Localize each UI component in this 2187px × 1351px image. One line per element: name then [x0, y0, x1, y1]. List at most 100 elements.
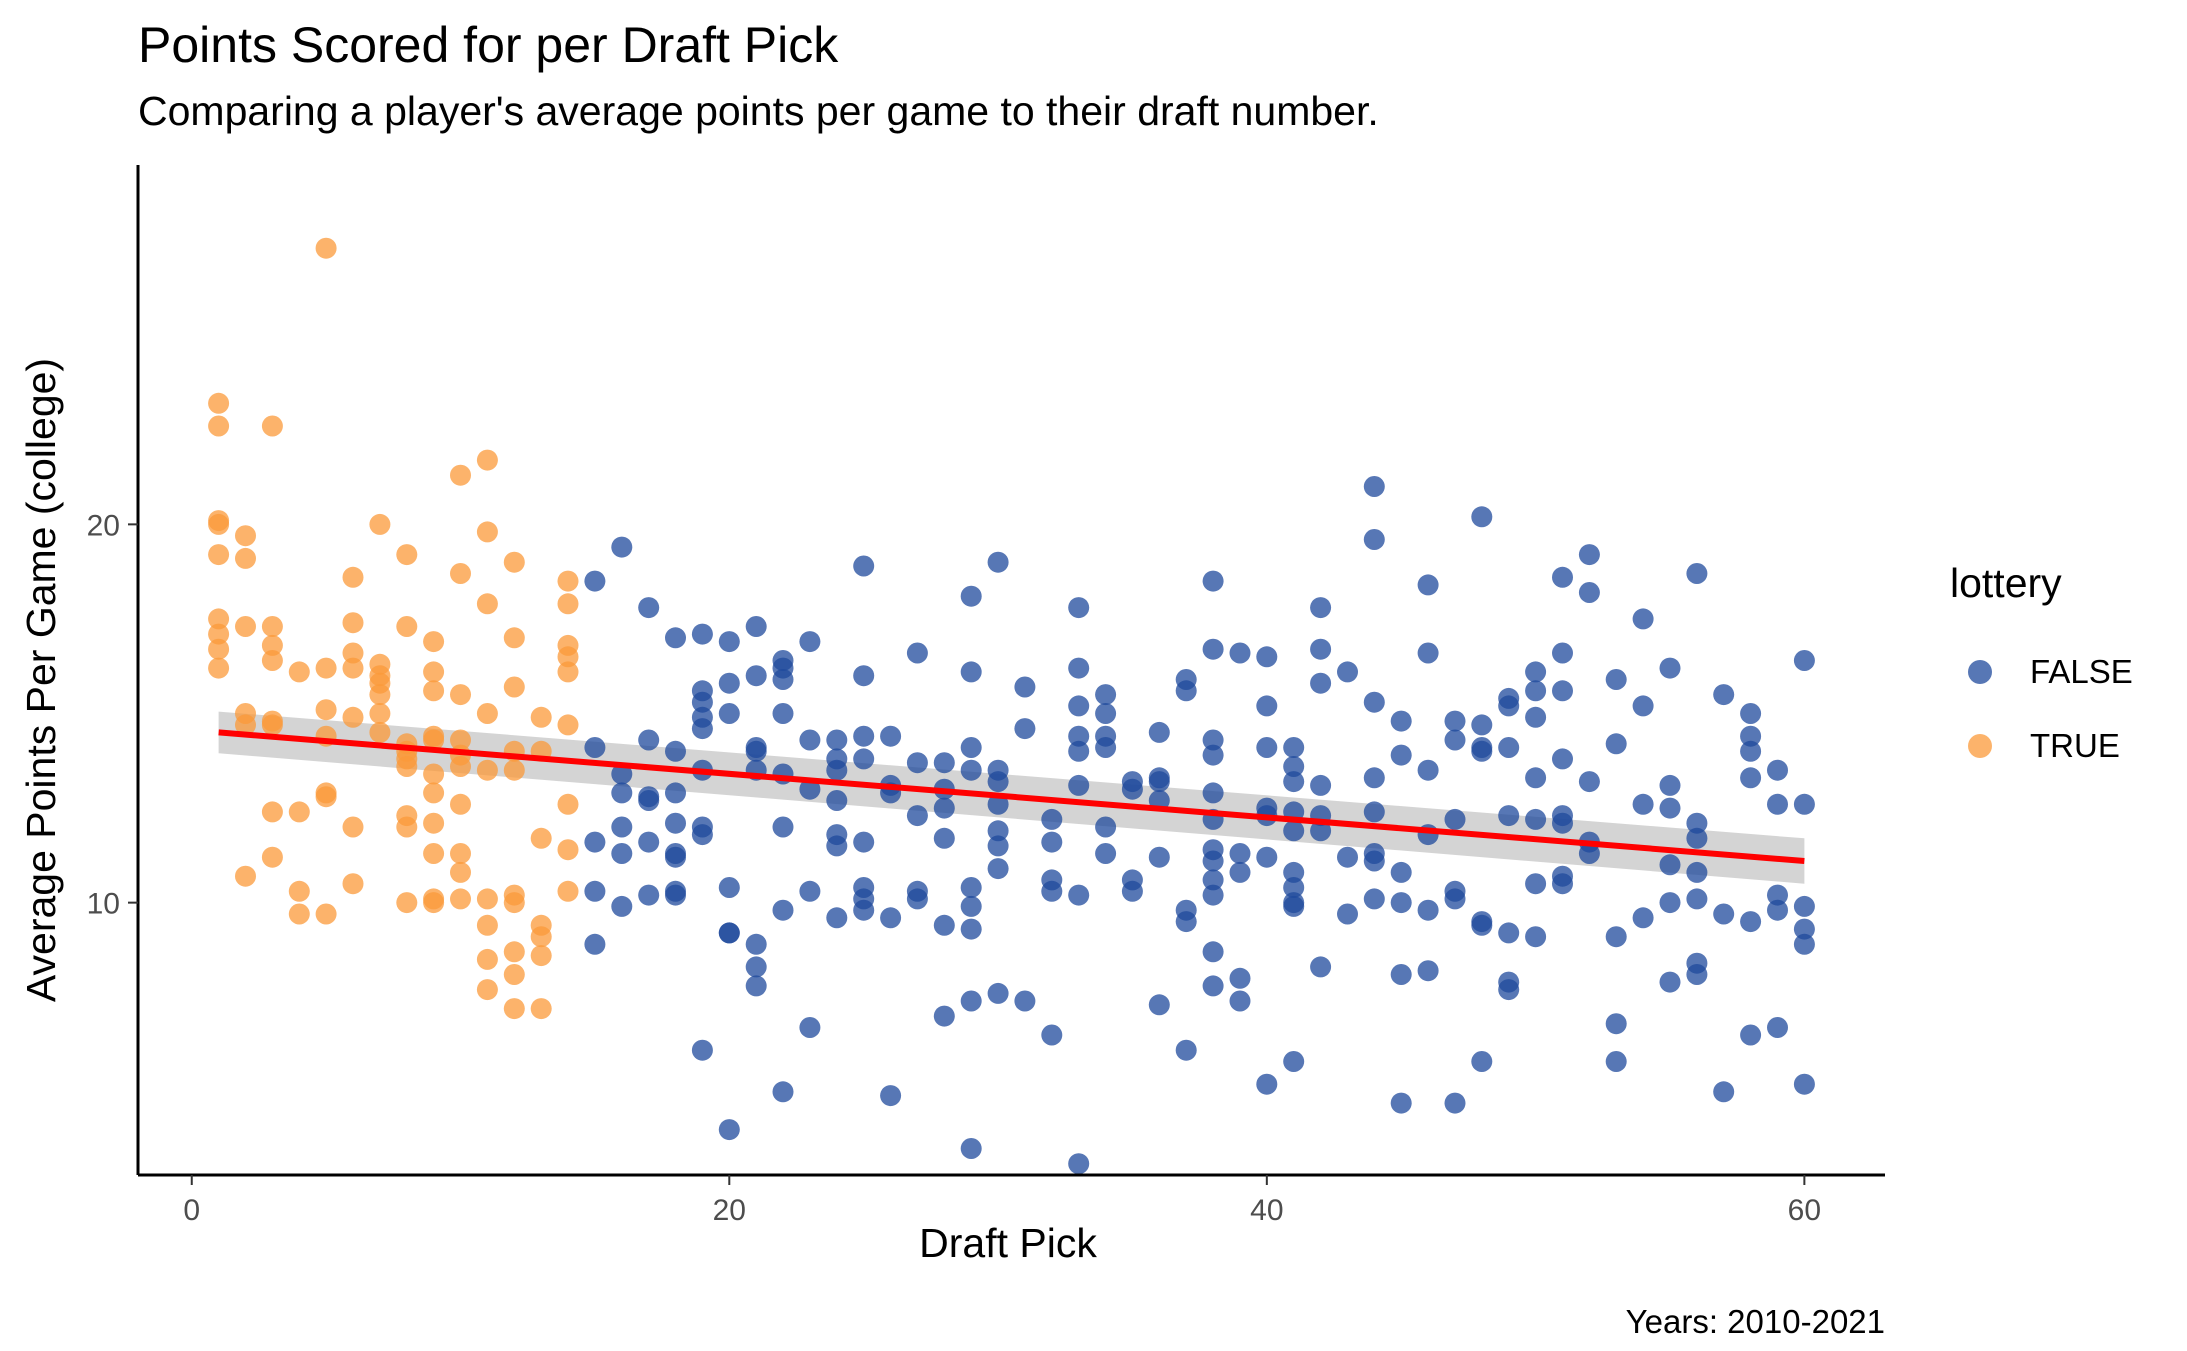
data-point: [691, 623, 713, 645]
data-point: [235, 865, 256, 887]
data-point: [557, 880, 579, 902]
data-point: [1363, 476, 1385, 497]
legend-item-false: FALSE: [1950, 635, 2133, 709]
data-point: [1686, 563, 1708, 584]
data-point: [288, 801, 310, 823]
data-point: [557, 793, 579, 815]
data-point: [1095, 684, 1117, 706]
data-point: [1552, 680, 1573, 702]
data-point: [1605, 669, 1627, 690]
data-point: [1390, 744, 1412, 766]
data-point: [235, 547, 256, 569]
chart-title: Points Scored for per Draft Pick: [138, 17, 839, 73]
data-point: [960, 1138, 982, 1159]
data-point: [960, 877, 982, 898]
data-point: [1444, 729, 1466, 751]
data-point: [1337, 903, 1358, 925]
data-point: [691, 824, 713, 846]
trend-line: [218, 729, 1805, 865]
data-point: [960, 661, 982, 683]
data-point: [1148, 846, 1170, 868]
data-point: [450, 464, 471, 486]
data-point: [235, 525, 256, 547]
data-point: [880, 1085, 902, 1107]
data-point: [799, 631, 821, 653]
data-point: [1202, 884, 1224, 906]
data-point: [396, 616, 418, 637]
data-point: [261, 650, 283, 671]
data-point: [1659, 854, 1681, 876]
data-point: [1686, 861, 1708, 883]
data-point: [1740, 1024, 1762, 1046]
data-point: [745, 933, 767, 955]
data-point: [933, 1005, 955, 1027]
data-point: [638, 884, 660, 906]
data-point: [772, 669, 794, 690]
data-point: [1310, 956, 1332, 978]
data-point: [503, 551, 525, 573]
data-point: [1229, 990, 1251, 1012]
data-point: [1444, 888, 1466, 910]
legend-item-true: TRUE: [1950, 709, 2133, 783]
data-point: [799, 880, 821, 902]
data-point: [1310, 672, 1332, 694]
data-point: [933, 752, 955, 774]
data-point: [1552, 642, 1573, 664]
legend-title: lottery: [1950, 560, 2062, 606]
data-point: [1605, 1013, 1627, 1035]
data-point: [1444, 1092, 1466, 1114]
data-point: [1525, 661, 1547, 683]
x-tick-label: 60: [1788, 1194, 1821, 1227]
data-point: [450, 729, 471, 751]
data-point: [745, 665, 767, 687]
data-point: [450, 888, 471, 910]
data-point: [1283, 756, 1305, 777]
data-point: [1525, 767, 1547, 789]
legend-label-false: FALSE: [2030, 653, 2133, 690]
data-point: [1363, 767, 1385, 789]
data-point: [638, 597, 660, 619]
data-point: [208, 392, 230, 414]
data-point: [1068, 740, 1090, 762]
data-point: [342, 657, 364, 679]
data-point: [1525, 808, 1547, 830]
data-point: [1578, 771, 1600, 793]
data-point: [423, 729, 445, 751]
data-point: [1793, 895, 1815, 917]
data-point: [1686, 812, 1708, 834]
data-point: [315, 786, 337, 808]
data-point: [745, 616, 767, 637]
data-point: [853, 748, 875, 770]
data-point: [1525, 680, 1547, 702]
series-false: [584, 476, 1815, 1175]
data-point: [799, 778, 821, 800]
data-point: [933, 914, 955, 936]
data-point: [503, 676, 525, 698]
data-point: [960, 737, 982, 758]
data-point: [1498, 737, 1520, 758]
x-tick-label: 40: [1250, 1194, 1283, 1227]
data-point: [1659, 797, 1681, 819]
data-point: [853, 725, 875, 747]
data-point: [476, 449, 498, 471]
data-point: [476, 948, 498, 970]
data-point: [1525, 706, 1547, 728]
data-point: [960, 918, 982, 940]
data-point: [261, 846, 283, 868]
data-point: [1014, 718, 1036, 740]
data-point: [342, 873, 364, 895]
data-point: [1767, 793, 1788, 815]
data-point: [1793, 933, 1815, 955]
data-point: [1390, 861, 1412, 883]
data-point: [450, 756, 471, 777]
data-point: [1740, 703, 1762, 724]
data-point: [1121, 880, 1143, 902]
data-point: [718, 1119, 740, 1141]
data-point: [1202, 570, 1224, 592]
data-point: [1417, 574, 1439, 596]
data-point: [503, 892, 525, 914]
data-point: [880, 907, 902, 929]
data-point: [423, 661, 445, 683]
data-point: [315, 657, 337, 679]
data-point: [423, 782, 445, 804]
